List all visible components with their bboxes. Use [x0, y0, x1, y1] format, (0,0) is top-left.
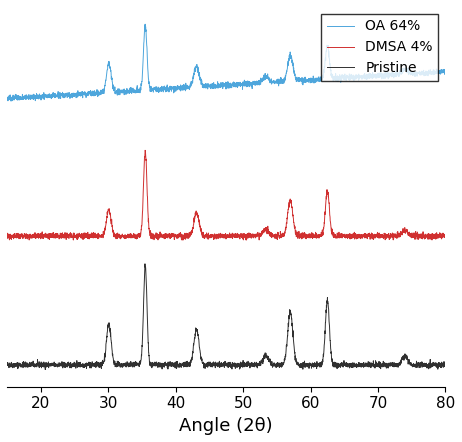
- Line: DMSA 4%: DMSA 4%: [7, 150, 445, 240]
- Line: Pristine: Pristine: [7, 264, 445, 370]
- Pristine: [173, 363, 178, 369]
- DMSA 4%: [443, 235, 448, 240]
- Pristine: [443, 362, 448, 368]
- DMSA 4%: [80, 232, 86, 238]
- OA 64%: [55, 93, 60, 99]
- Pristine: [192, 336, 197, 342]
- Pristine: [43, 367, 48, 372]
- OA 64%: [173, 87, 178, 92]
- OA 64%: [142, 22, 148, 27]
- DMSA 4%: [142, 148, 148, 153]
- Pristine: [4, 362, 10, 367]
- DMSA 4%: [434, 233, 440, 239]
- Legend: OA 64%, DMSA 4%, Pristine: OA 64%, DMSA 4%, Pristine: [321, 14, 438, 81]
- OA 64%: [387, 70, 393, 76]
- DMSA 4%: [387, 233, 393, 239]
- Line: OA 64%: OA 64%: [7, 24, 445, 101]
- DMSA 4%: [4, 236, 10, 241]
- Pristine: [142, 261, 148, 267]
- DMSA 4%: [54, 235, 60, 240]
- OA 64%: [443, 68, 448, 73]
- OA 64%: [80, 91, 86, 97]
- Pristine: [55, 363, 60, 368]
- Pristine: [434, 362, 440, 367]
- OA 64%: [434, 70, 440, 75]
- OA 64%: [192, 67, 197, 72]
- DMSA 4%: [192, 215, 197, 220]
- Pristine: [80, 362, 86, 367]
- OA 64%: [8, 99, 14, 104]
- X-axis label: Angle (2θ): Angle (2θ): [179, 417, 273, 435]
- Pristine: [387, 360, 393, 366]
- DMSA 4%: [172, 232, 178, 237]
- OA 64%: [4, 98, 10, 103]
- DMSA 4%: [179, 237, 185, 243]
